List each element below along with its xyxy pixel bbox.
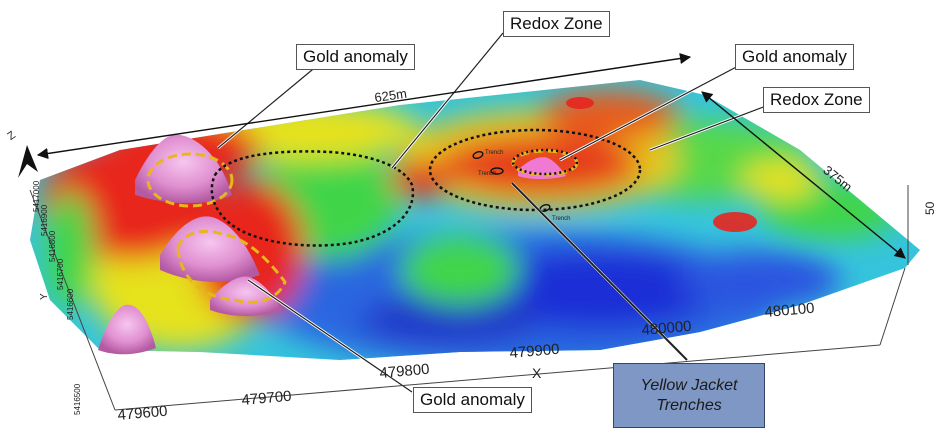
gold-anomaly-peak-middle-left	[160, 216, 260, 282]
redox-zone-outlines	[210, 128, 642, 247]
length-dimension-arrow	[36, 52, 692, 160]
y-tick-3: 5416700	[56, 258, 65, 290]
trench-label-3: Trench	[552, 216, 570, 222]
y-axis-ticks: 5416500 5416600 5416700 5416800 5416900 …	[32, 180, 82, 415]
z-axis-label: Z	[5, 129, 18, 143]
axes-frame	[29, 185, 909, 411]
x-tick-2: 479700	[241, 388, 292, 409]
length-dimension-label: 625m	[373, 86, 407, 105]
z-tick-label: 50	[923, 201, 937, 215]
x-axis-ticks: 479600 479700 479800 479900 480000 48010…	[117, 300, 815, 424]
callout-yellow-jacket-trenches: Yellow Jacket Trenches	[613, 363, 765, 428]
trench-label-1: Trench	[485, 150, 503, 156]
trenches-label-line1: Yellow Jacket	[640, 376, 738, 394]
gold-anomaly-peak-lower-left	[210, 276, 282, 316]
callout-redox-zone-right: Redox Zone	[763, 87, 870, 113]
callout-gold-anomaly-top-right: Gold anomaly	[735, 44, 854, 70]
small-red-anomaly	[713, 212, 757, 232]
y-tick-1: 5416500	[73, 383, 82, 415]
callout-redox-zone-top: Redox Zone	[503, 11, 610, 37]
gold-anomaly-peak-front-edge	[98, 304, 156, 355]
x-axis-label: X	[532, 365, 542, 381]
trenches-label-line2: Trenches	[656, 396, 722, 414]
x-tick-6: 480100	[764, 300, 815, 321]
x-tick-5: 480000	[641, 318, 692, 339]
heatmap-surface	[30, 80, 920, 360]
y-tick-5: 5416900	[40, 204, 49, 236]
callout-gold-anomaly-top-left: Gold anomaly	[296, 44, 415, 70]
north-arrow-icon	[18, 145, 38, 178]
callout-gold-anomaly-bottom: Gold anomaly	[413, 387, 532, 413]
x-tick-1: 479600	[117, 403, 168, 424]
y-axis-label: Y	[39, 293, 50, 300]
y-tick-2: 5416600	[66, 288, 75, 320]
y-tick-4: 5416800	[48, 230, 57, 262]
trench-label-2: Trench	[478, 171, 496, 177]
x-tick-3: 479800	[379, 361, 430, 382]
x-tick-4: 479900	[509, 341, 560, 362]
small-red-anomaly-2	[566, 97, 594, 109]
width-dimension-arrow	[701, 91, 906, 259]
y-tick-6: 5417000	[32, 180, 41, 212]
north-arrow: Z	[5, 129, 38, 178]
